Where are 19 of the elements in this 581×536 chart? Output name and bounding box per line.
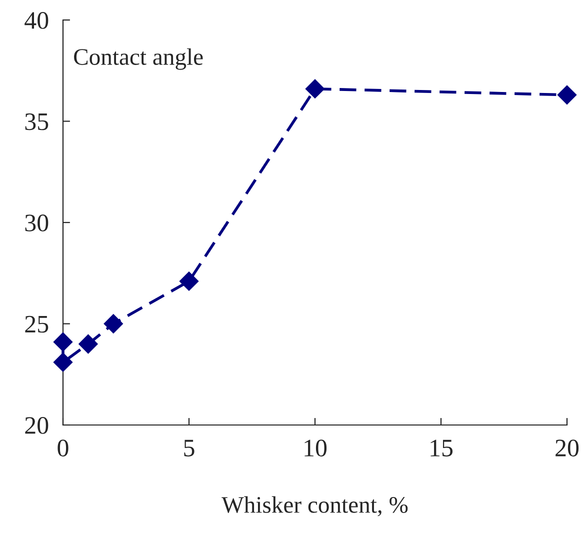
point xyxy=(78,334,98,354)
x-tick-label: 10 xyxy=(304,440,327,456)
point xyxy=(557,85,577,104)
x-tick-label: 5 xyxy=(184,440,194,456)
y-tick-label: 30 xyxy=(25,214,48,232)
point xyxy=(53,352,73,372)
x-tick-label: 20 xyxy=(556,440,579,456)
x-tick-label: 0 xyxy=(58,440,68,456)
annotation: Contact angle xyxy=(74,48,203,70)
x-tick-label: 15 xyxy=(430,440,453,456)
point xyxy=(305,79,325,98)
y-tick-label: 40 xyxy=(24,12,48,29)
point xyxy=(53,332,73,352)
y-tick-label: 35 xyxy=(25,113,48,130)
y-tick-label: 20 xyxy=(25,417,48,434)
y-tick-label: 25 xyxy=(25,316,48,333)
point xyxy=(179,272,199,291)
point xyxy=(104,314,123,334)
x-axis-title: Whisker content, % xyxy=(222,496,408,516)
